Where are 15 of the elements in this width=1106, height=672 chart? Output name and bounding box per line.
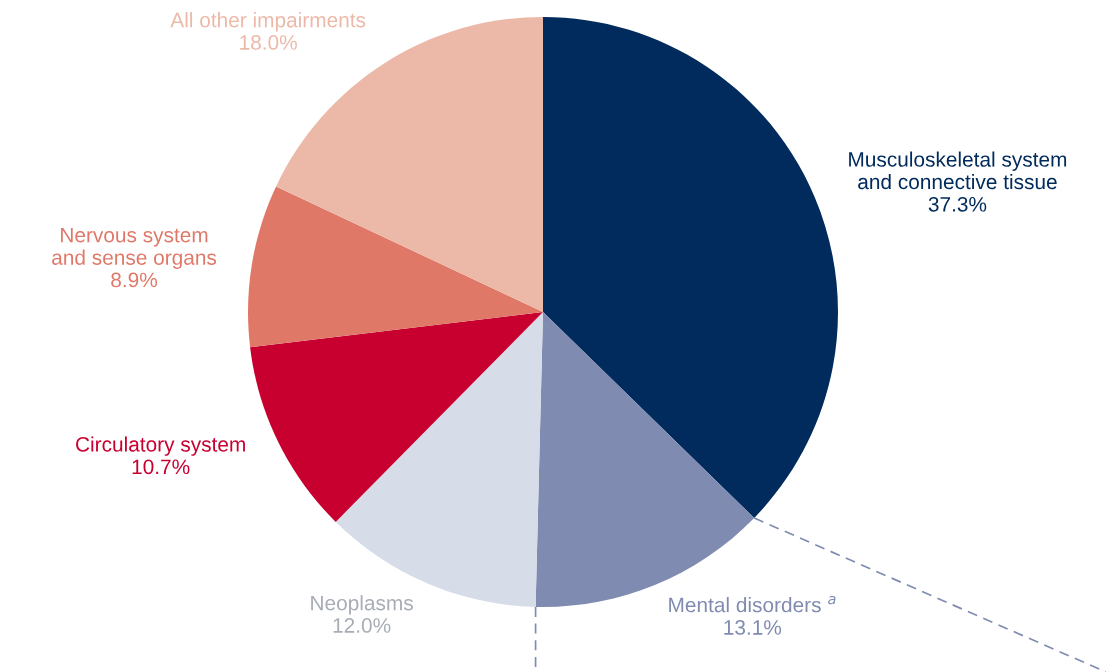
data-label: 12.0% <box>333 618 391 633</box>
data-label: 13.1% <box>724 620 782 635</box>
slice-label: All other impairments <box>170 12 366 32</box>
slice-label: Musculoskeletal system and connective tissue <box>849 151 1067 190</box>
slice-label: Mental disorders $^{a}$ <box>669 595 836 613</box>
slice-label: Circulatory system <box>76 436 245 456</box>
pie-slice <box>250 312 543 522</box>
pie-slice <box>543 17 838 518</box>
slice-label: Neoplasms <box>311 595 413 615</box>
pie-slice <box>248 186 543 348</box>
data-label: 8.9% <box>111 272 158 288</box>
data-label: 10.7% <box>132 459 190 475</box>
data-label: 18.0% <box>240 35 297 50</box>
data-label: 37.3% <box>928 196 987 212</box>
slice-label: Nervous system and sense organs <box>52 227 217 269</box>
